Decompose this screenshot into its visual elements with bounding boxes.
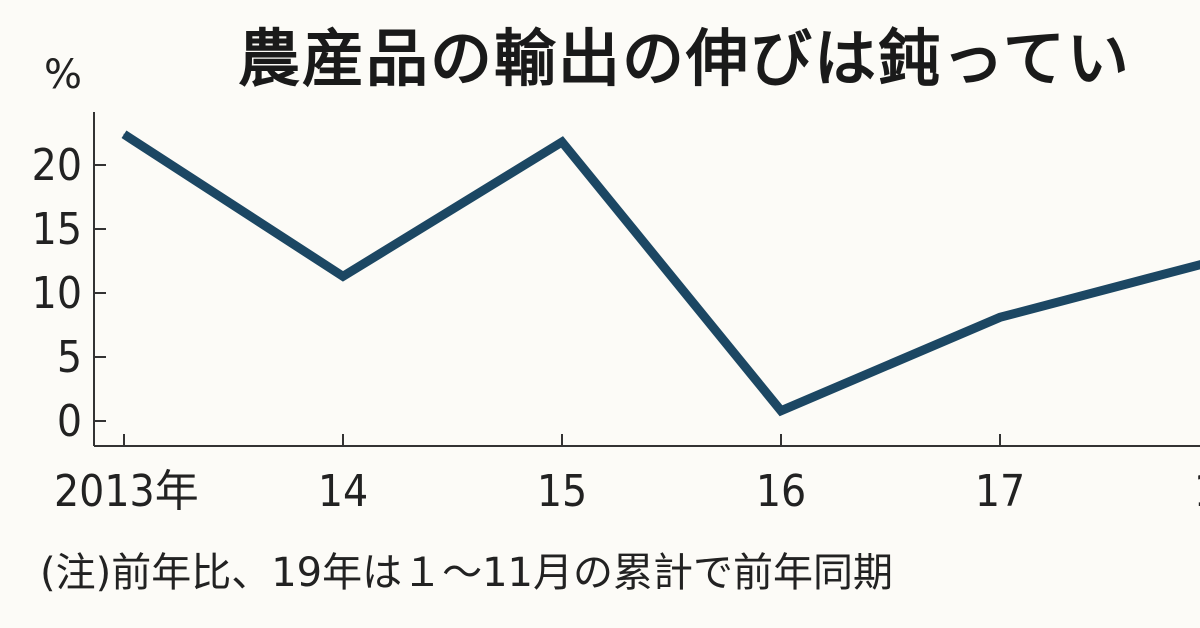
x-tick-label: 14 [318,466,368,517]
y-tick-label: 0 [57,396,82,447]
x-tick-label: 15 [537,466,587,517]
x-tick-label: 16 [756,466,806,517]
y-tick-label: 15 [32,204,82,255]
data-line-series [121,130,1200,417]
y-tick-label: 5 [57,332,82,383]
footnote: (注)前年比、19年は１～11月の累計で前年同期 [40,550,894,596]
data-point [561,141,563,143]
data-point [780,410,782,412]
y-tick-label: 10 [32,268,82,319]
y-unit-label: % [44,52,83,98]
x-tick-label: 2013年 [54,466,199,517]
x-tick-label: 18 [1194,466,1200,517]
data-point [999,316,1001,318]
x-tick-label: 17 [975,466,1025,517]
data-point [123,133,125,135]
y-tick-label: 20 [32,140,82,191]
data-point [342,275,344,277]
chart-title: 農産品の輸出の伸びは鈍ってい [238,22,1131,95]
